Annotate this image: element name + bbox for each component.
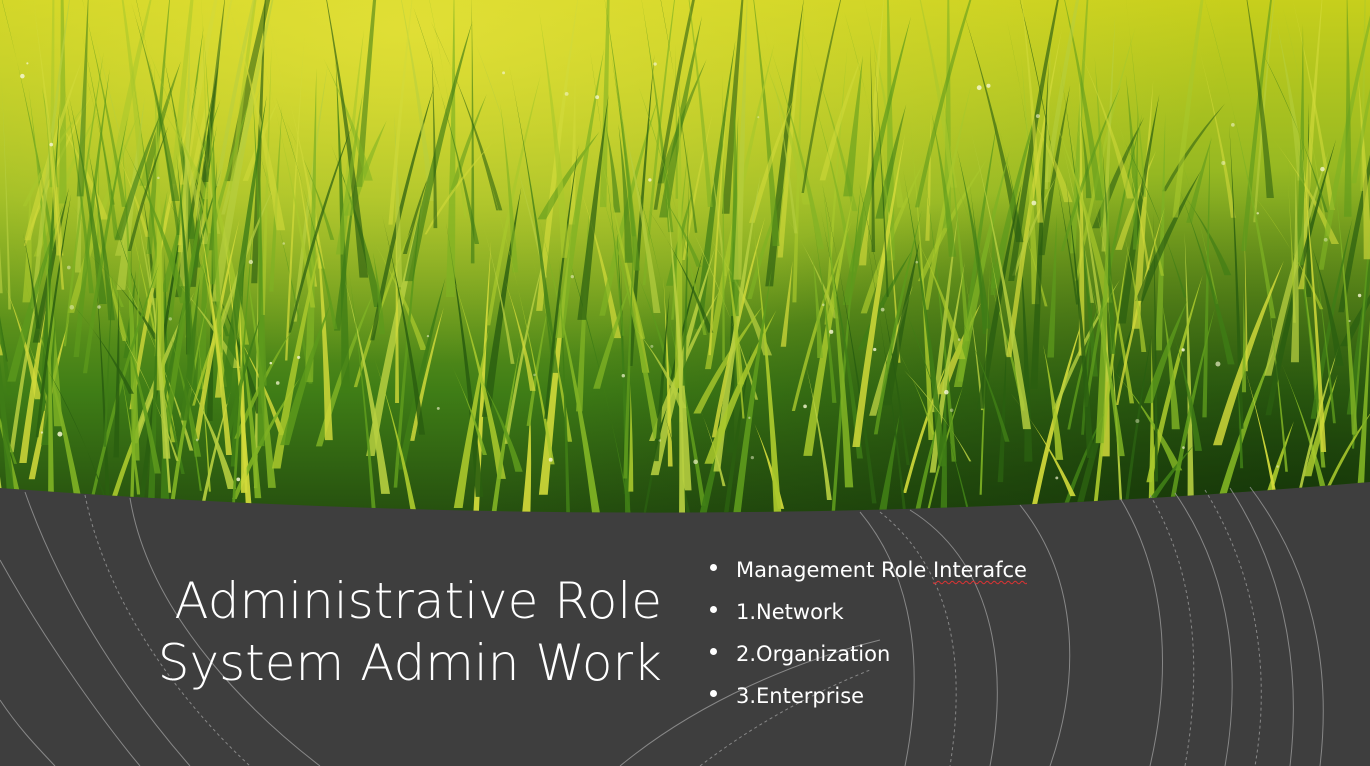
bullet-item-enterprise: 3.Enterprise bbox=[708, 675, 1027, 717]
bullet-item-management-role: Management Role Interafce bbox=[708, 549, 1027, 591]
bullet-dot-icon bbox=[710, 564, 717, 571]
bullet-dot-icon bbox=[710, 690, 717, 697]
slide-title: Administrative Role System Admin Work bbox=[158, 570, 662, 694]
bullet-item-network: 1.Network bbox=[708, 591, 1027, 633]
bullet-text: Management Role bbox=[736, 558, 933, 582]
bullet-dot-icon bbox=[710, 606, 717, 613]
decorative-arc-lines bbox=[0, 486, 1324, 766]
title-line-1: Administrative Role bbox=[174, 572, 662, 630]
bullet-list: Management Role Interafce 1.Network 2.Or… bbox=[708, 549, 1027, 717]
bullet-text: 1.Network bbox=[736, 600, 844, 624]
bullet-item-organization: 2.Organization bbox=[708, 633, 1027, 675]
title-line-2: System Admin Work bbox=[157, 634, 662, 692]
spellcheck-flagged-word: Interafce bbox=[932, 558, 1027, 582]
bullet-dot-icon bbox=[710, 648, 717, 655]
bullet-text: 2.Organization bbox=[736, 642, 891, 666]
grass-blades bbox=[0, 0, 1370, 513]
bullet-text: 3.Enterprise bbox=[736, 684, 865, 708]
